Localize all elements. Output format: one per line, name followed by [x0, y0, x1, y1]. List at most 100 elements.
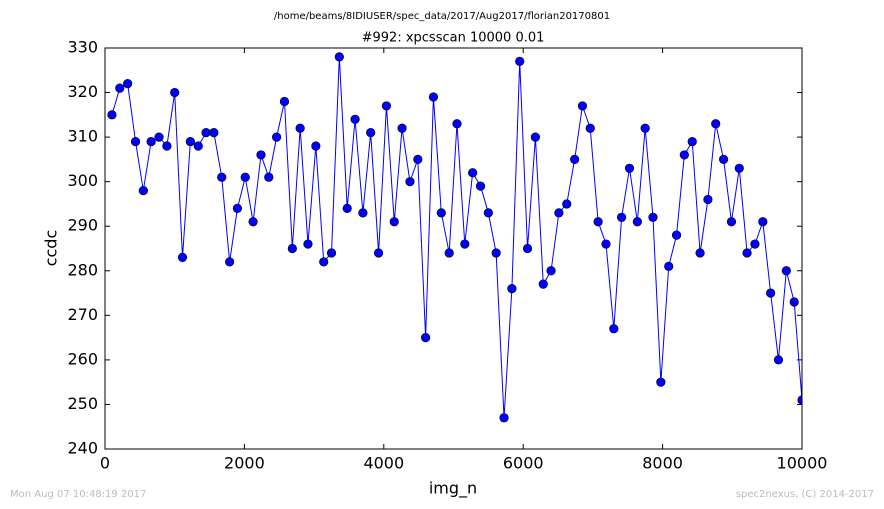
y-tick-label: 320: [67, 82, 98, 101]
data-point: [342, 203, 352, 213]
data-point: [193, 141, 203, 151]
data-point: [162, 141, 172, 151]
data-point: [695, 248, 705, 258]
data-point: [468, 168, 478, 178]
plot-frame: [104, 47, 803, 450]
footer-left: Mon Aug 07 10:48:19 2017: [10, 489, 146, 500]
data-point: [585, 123, 595, 133]
data-point: [522, 243, 533, 254]
y-tick-label: 270: [67, 305, 98, 324]
data-point: [326, 248, 337, 258]
x-tick-label: 6000: [503, 454, 544, 473]
data-point: [546, 266, 556, 276]
data-point: [703, 194, 713, 205]
data-point: [201, 128, 211, 138]
data-point: [664, 261, 674, 271]
data-point: [609, 324, 619, 334]
data-point: [185, 136, 195, 147]
data-point: [554, 208, 564, 218]
data-point: [138, 185, 148, 196]
data-point: [483, 208, 493, 218]
y-tick-label: 310: [67, 127, 98, 146]
x-tick-label: 4000: [363, 454, 404, 473]
data-point: [428, 92, 439, 102]
data-point: [601, 239, 611, 249]
data-point: [405, 177, 415, 187]
data-point: [593, 217, 603, 227]
data-point: [279, 96, 290, 107]
data-point: [373, 248, 384, 258]
data-point: [436, 208, 446, 218]
data-point: [742, 248, 752, 258]
data-point: [538, 279, 548, 289]
data-point: [264, 172, 274, 182]
data-point: [240, 172, 250, 182]
data-point: [232, 203, 243, 213]
data-point: [530, 132, 540, 142]
data-point: [734, 163, 744, 173]
data-point: [123, 79, 133, 89]
y-tick-label: 240: [67, 439, 98, 458]
data-point: [146, 136, 156, 147]
data-point: [397, 123, 407, 133]
data-point: [679, 150, 689, 160]
y-tick-label: 300: [67, 171, 98, 190]
x-tick-label: 0: [100, 454, 110, 473]
data-point: [491, 248, 501, 258]
y-tick-label: 250: [67, 394, 98, 413]
data-point: [107, 110, 117, 120]
x-tick-label: 10000: [777, 454, 828, 473]
data-point: [452, 119, 462, 129]
data-point: [209, 128, 219, 138]
data-point: [750, 239, 760, 249]
data-point: [287, 243, 297, 254]
data-point: [475, 181, 486, 191]
data-point: [389, 217, 399, 227]
data-line: [111, 56, 802, 418]
y-axis-label: ccdc: [42, 230, 61, 267]
data-point: [766, 288, 776, 298]
data-point: [624, 163, 635, 173]
data-point: [718, 154, 729, 164]
data-point: [295, 123, 305, 133]
data-point: [507, 284, 517, 294]
data-point: [334, 52, 344, 62]
data-point: [248, 217, 258, 227]
data-point: [656, 377, 666, 387]
data-point: [640, 123, 650, 133]
data-point: [444, 248, 454, 258]
data-point: [617, 212, 627, 222]
chart-title: #992: xpcsscan 10000 0.01: [362, 31, 545, 46]
data-point: [311, 141, 321, 151]
data-point: [421, 333, 431, 343]
data-point: [177, 252, 188, 263]
y-tick-label: 260: [67, 349, 98, 368]
data-point: [726, 217, 737, 227]
y-tick-label: 280: [67, 260, 98, 279]
data-point: [570, 154, 580, 164]
data-point: [256, 150, 266, 160]
data-point: [499, 413, 509, 423]
data-point: [413, 154, 423, 164]
data-point: [789, 297, 799, 307]
x-tick-label: 8000: [642, 454, 683, 473]
data-point: [773, 355, 784, 365]
y-tick-label: 290: [67, 216, 98, 235]
data-point: [515, 56, 525, 66]
data-point: [687, 136, 697, 147]
data-point: [319, 257, 329, 267]
data-point: [272, 132, 282, 142]
data-point: [130, 136, 141, 147]
y-tick-label: 330: [67, 38, 98, 57]
data-point: [170, 87, 180, 98]
data-point: [366, 128, 376, 138]
data-point: [350, 114, 360, 124]
data-point: [460, 239, 470, 249]
data-point: [154, 132, 164, 142]
data-point: [577, 101, 588, 111]
series: [107, 52, 802, 423]
x-axis-label: img_n: [429, 479, 477, 499]
data-point: [381, 101, 392, 111]
data-point: [217, 172, 227, 182]
